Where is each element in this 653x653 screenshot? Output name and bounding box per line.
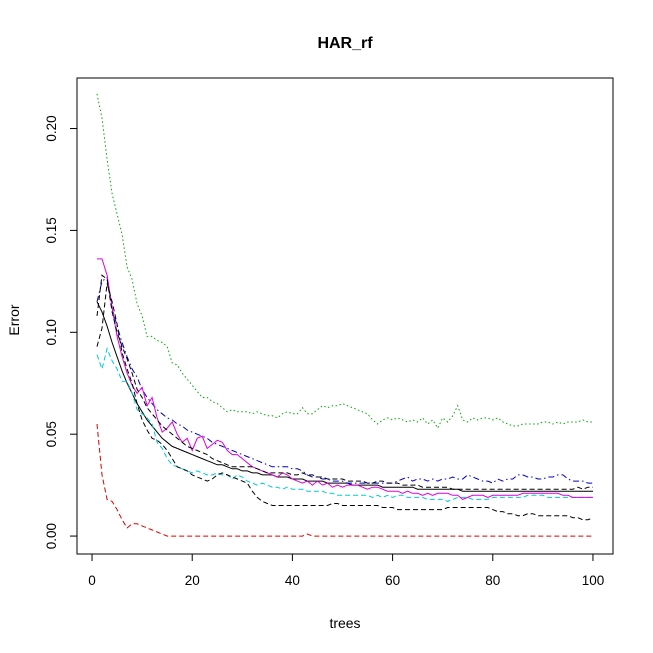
series-layer xyxy=(96,93,594,537)
x-tick-label: 0 xyxy=(88,573,96,588)
x-axis: 0 20 40 60 80 100 xyxy=(88,553,605,588)
series-line-6 xyxy=(97,258,593,500)
x-axis-label: trees xyxy=(329,615,360,631)
y-axis: 0.00 0.05 0.10 0.15 0.20 xyxy=(44,115,78,549)
series-line-8 xyxy=(96,283,594,521)
x-tick-label: 100 xyxy=(582,573,605,588)
series-line-1 xyxy=(96,301,593,492)
series-line-7 xyxy=(96,274,593,490)
series-line-4 xyxy=(96,276,593,484)
chart-title: HAR_rf xyxy=(317,35,373,52)
series-line-5 xyxy=(96,346,593,502)
y-axis-label: Error xyxy=(6,304,22,335)
x-tick-label: 40 xyxy=(285,573,300,588)
y-tick-label: 0.15 xyxy=(44,217,59,243)
y-tick-label: 0.00 xyxy=(44,523,59,549)
x-tick-label: 60 xyxy=(385,573,400,588)
x-tick-label: 80 xyxy=(485,573,500,588)
x-tick-label: 20 xyxy=(185,573,200,588)
series-line-3 xyxy=(96,93,593,430)
y-tick-label: 0.05 xyxy=(44,421,59,447)
y-tick-label: 0.20 xyxy=(44,115,59,141)
series-line-2 xyxy=(96,423,593,537)
y-tick-label: 0.10 xyxy=(44,319,59,345)
